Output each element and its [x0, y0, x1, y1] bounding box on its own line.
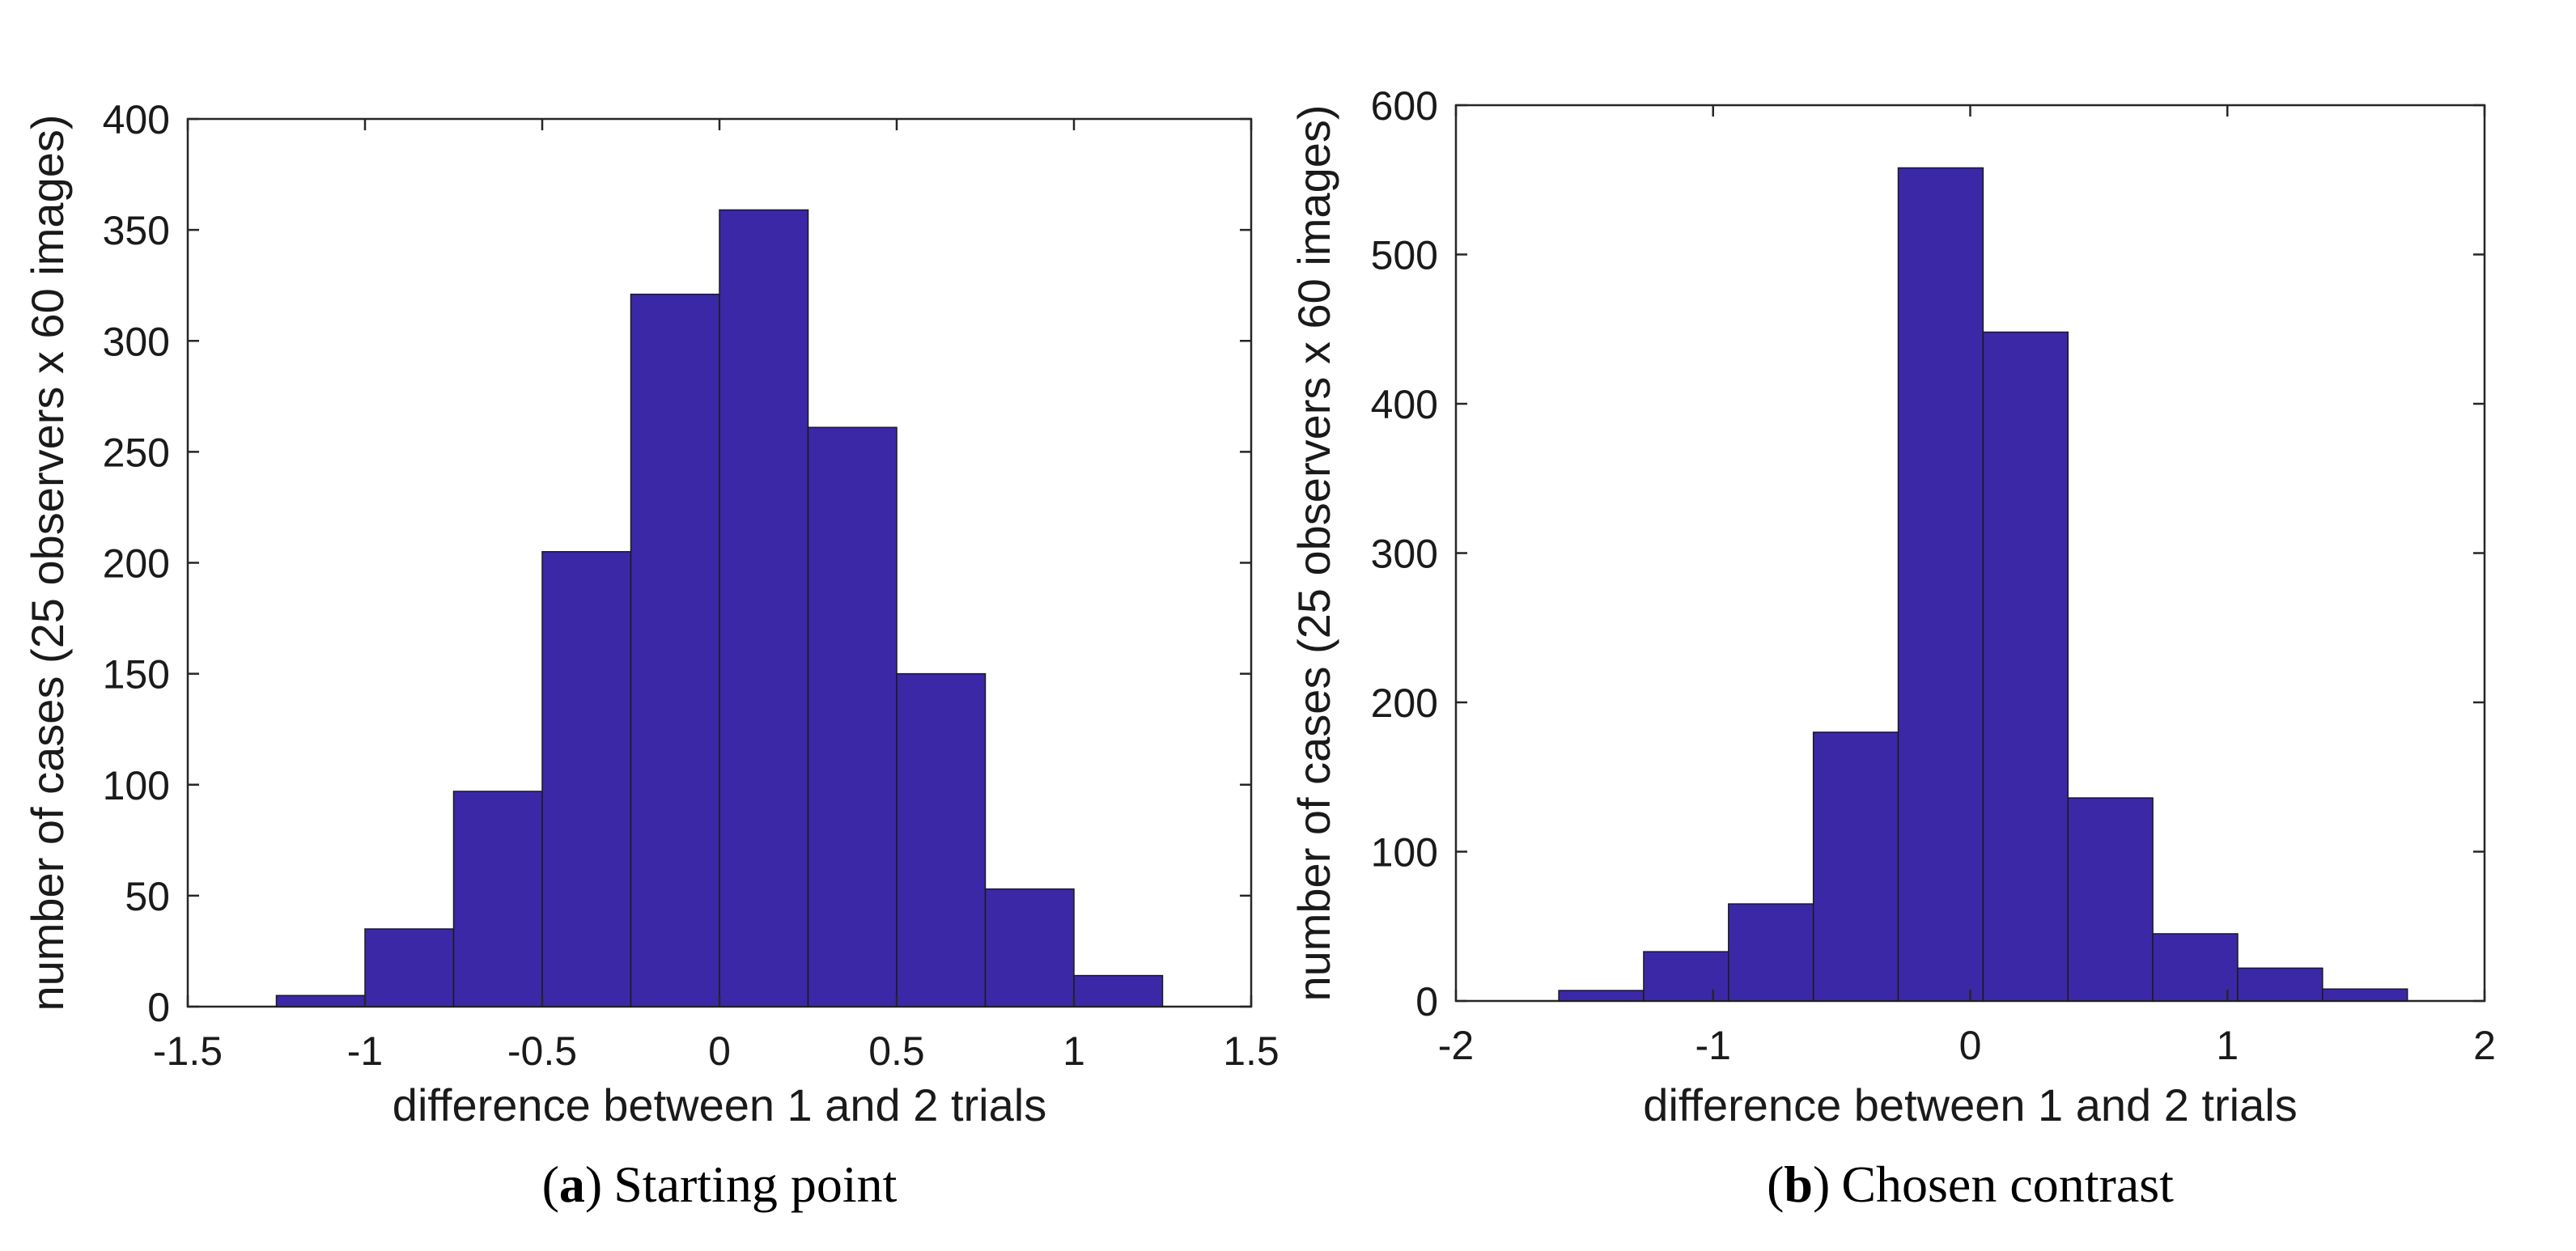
panel-a-x-axis-label: difference between 1 and 2 trials — [393, 1079, 1046, 1130]
panel-a-y-axis-label: number of cases (25 observers x 60 image… — [22, 114, 73, 1011]
panel-b-caption-letter: b — [1784, 1156, 1813, 1213]
panel-a-bar-7 — [896, 672, 987, 1007]
panel-b-caption-text: Chosen contrast — [1841, 1156, 2174, 1213]
panel-a-bar-4 — [630, 293, 720, 1007]
panel-a-xtick-label-6: 1.5 — [1223, 1028, 1280, 1074]
panel-b-bar-9 — [2322, 988, 2408, 1002]
panel-b-ytick-label-4: 400 — [1371, 382, 1438, 427]
panel-b-bar-6 — [2067, 797, 2154, 1002]
panel-a-bar-8 — [984, 888, 1075, 1007]
panel-b-xtick-label-1: -1 — [1695, 1023, 1731, 1068]
panel-a-ytick-label-5: 250 — [103, 430, 170, 475]
panel-b-ytick-label-0: 0 — [1415, 979, 1438, 1024]
panel-a-caption-letter: a — [559, 1156, 585, 1213]
panel-b-bar-5 — [1982, 331, 2069, 1002]
panel-a-xtick-label-5: 1 — [1063, 1028, 1085, 1074]
panel-b-ytick-label-5: 500 — [1371, 233, 1438, 278]
panel-a-ytick-label-1: 50 — [125, 874, 170, 919]
panel-b-bar-7 — [2152, 933, 2239, 1002]
panel-b-caption-close-paren: ) — [1813, 1156, 1830, 1213]
panel-a-bar-1 — [364, 928, 455, 1007]
panel-a-caption: (a) Starting point — [542, 1156, 898, 1213]
panel-b-caption: (b) Chosen contrast — [1767, 1156, 2174, 1213]
panel-a-bar-5 — [719, 209, 809, 1007]
panel-b-caption-open-paren: ( — [1767, 1156, 1784, 1213]
panel-a-ytick-label-3: 150 — [103, 652, 170, 698]
panel-b-xtick-label-3: 1 — [2216, 1023, 2239, 1068]
panel-a-xtick-label-1: -1 — [347, 1028, 383, 1074]
panel-a-ytick-label-7: 350 — [103, 208, 170, 253]
panel-a-bar-9 — [1073, 974, 1164, 1007]
panel-b-bar-0 — [1558, 990, 1644, 1002]
panel-a-ytick-label-8: 400 — [103, 97, 170, 142]
panel-a-caption-text: Starting point — [613, 1156, 897, 1213]
panel-b-bar-1 — [1643, 951, 1729, 1002]
panel-b-ytick-label-3: 300 — [1371, 532, 1438, 577]
panel-b-bar-3 — [1812, 732, 1899, 1002]
panel-b-bar-2 — [1728, 903, 1814, 1002]
panel-a-bar-6 — [807, 426, 898, 1007]
panel-a-caption-open-paren: ( — [542, 1156, 559, 1213]
panel-b-xtick-label-0: -2 — [1438, 1023, 1474, 1068]
panel-b-y-axis-label: number of cases (25 observers x 60 image… — [1288, 104, 1339, 1001]
panel-a-ytick-label-6: 300 — [103, 319, 170, 364]
panel-b-ytick-label-2: 200 — [1371, 681, 1438, 726]
panel-b-ytick-label-1: 100 — [1371, 830, 1438, 876]
panel-a-ytick-label-4: 200 — [103, 541, 170, 587]
panel-a-xtick-label-3: 0 — [708, 1028, 731, 1074]
panel-b-bar-4 — [1897, 167, 1984, 1002]
panel-a-bar-3 — [541, 551, 632, 1007]
panel-a-ytick-label-2: 100 — [103, 763, 170, 808]
panel-b-bar-8 — [2237, 967, 2323, 1002]
panel-a-xtick-label-2: -0.5 — [507, 1028, 577, 1074]
panel-a-caption-close-paren: ) — [585, 1156, 602, 1213]
panel-a-ytick-label-0: 0 — [147, 985, 170, 1030]
panel-a-xtick-label-0: -1.5 — [153, 1028, 223, 1074]
panel-b-xtick-label-2: 0 — [1959, 1023, 1982, 1068]
panel-b-x-axis-label: difference between 1 and 2 trials — [1643, 1079, 2297, 1130]
panel-a-bar-2 — [452, 791, 543, 1007]
panel-b-xtick-label-4: 2 — [2473, 1023, 2496, 1068]
panel-b-ytick-label-6: 600 — [1371, 83, 1438, 129]
chart-panel-a: 0 50 100 150 200 250 300 350 400 -1.5 -1 -0.5 0 0.5 1 1… — [22, 97, 1280, 1213]
panel-a-bar-0 — [275, 994, 366, 1007]
panel-a-xtick-label-4: 0.5 — [868, 1028, 925, 1074]
chart-panel-b: 0 100 200 300 400 500 600 -2 -1 0 1 2 difference bet… — [1288, 83, 2496, 1213]
